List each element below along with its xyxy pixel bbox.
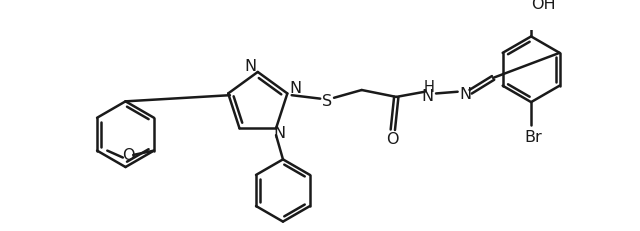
Text: N: N	[244, 59, 256, 74]
Text: N: N	[460, 87, 472, 101]
Text: O: O	[387, 131, 399, 146]
Text: H: H	[424, 80, 435, 95]
Text: N: N	[421, 88, 433, 103]
Text: N: N	[273, 125, 285, 140]
Text: O: O	[122, 147, 134, 162]
Text: OH: OH	[531, 0, 556, 12]
Text: Br: Br	[524, 130, 541, 145]
Text: S: S	[322, 94, 332, 108]
Text: N: N	[289, 81, 301, 95]
